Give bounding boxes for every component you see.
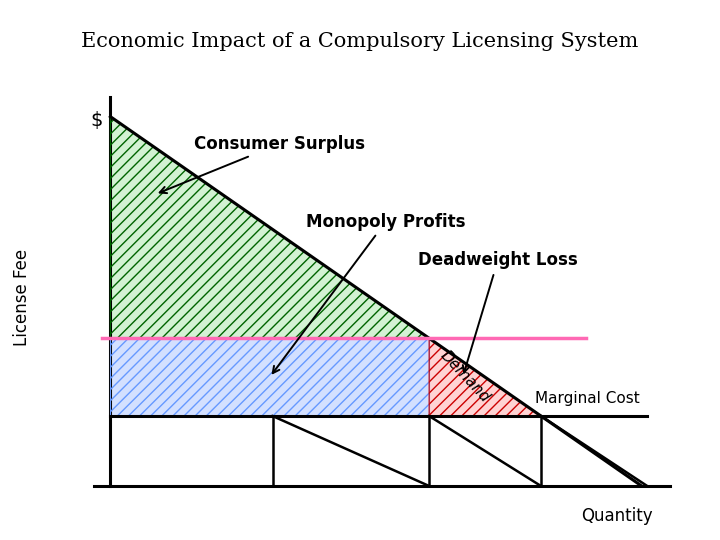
Polygon shape <box>110 117 429 338</box>
Text: Economic Impact of a Compulsory Licensing System: Economic Impact of a Compulsory Licensin… <box>81 32 639 51</box>
Text: Demand: Demand <box>438 348 492 406</box>
Text: $: $ <box>90 111 102 130</box>
Text: Consumer Surplus: Consumer Surplus <box>160 135 365 193</box>
Text: Monopoly Profits: Monopoly Profits <box>273 213 466 373</box>
Text: Quantity: Quantity <box>581 508 653 525</box>
Text: Marginal Cost: Marginal Cost <box>536 392 640 406</box>
Text: Deadweight Loss: Deadweight Loss <box>418 252 577 373</box>
Polygon shape <box>110 338 429 416</box>
Text: License Fee: License Fee <box>12 248 30 346</box>
Polygon shape <box>429 338 541 416</box>
